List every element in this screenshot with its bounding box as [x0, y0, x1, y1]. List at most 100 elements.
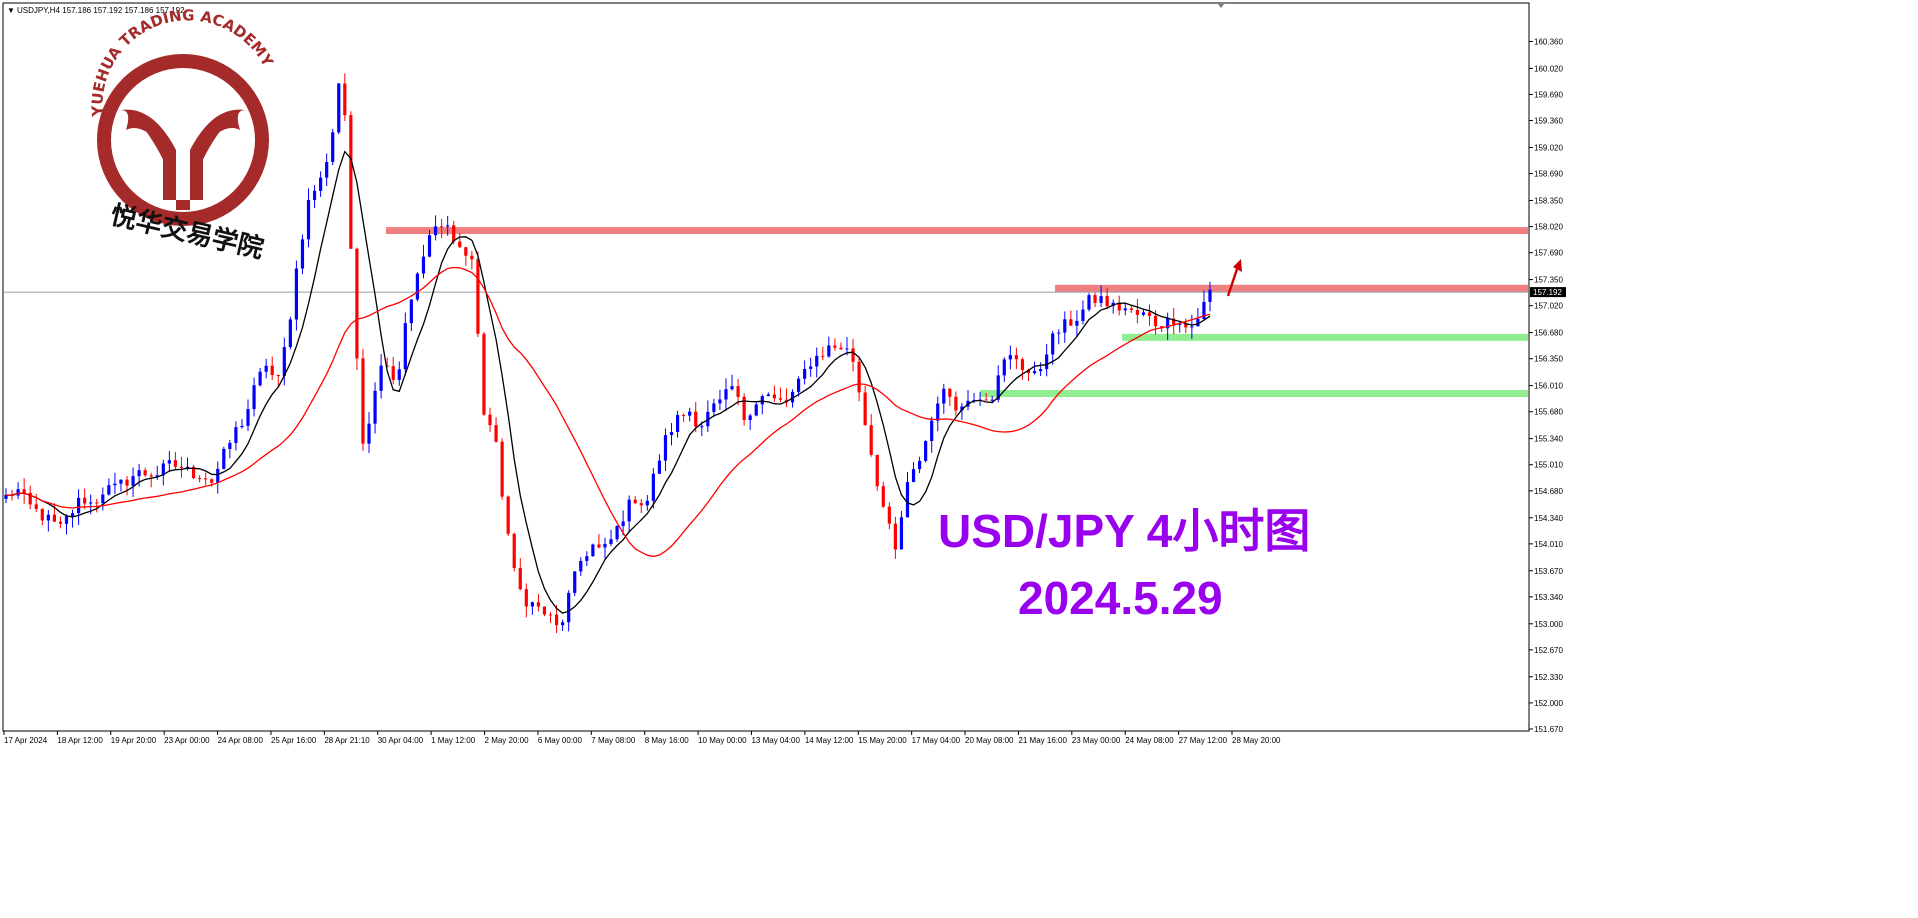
candle — [167, 451, 171, 472]
candle — [40, 508, 44, 526]
y-tick-label: 159.020 — [1534, 143, 1563, 152]
candle — [300, 234, 305, 275]
candle — [639, 498, 643, 514]
candle — [113, 472, 117, 495]
y-tick-label: 160.020 — [1534, 64, 1563, 73]
y-tick-label: 152.330 — [1534, 673, 1563, 682]
candle — [325, 153, 329, 187]
candle — [682, 413, 686, 423]
candle — [276, 374, 280, 388]
y-tick-label: 159.360 — [1534, 117, 1563, 126]
resistance-zone-lower — [1055, 284, 1528, 292]
x-tick-label: 17 Apr 2024 — [4, 736, 48, 745]
candle — [1184, 318, 1188, 334]
candle — [809, 357, 813, 377]
candle — [125, 476, 129, 496]
x-tick-label: 23 Apr 00:00 — [164, 736, 210, 745]
candle — [228, 439, 232, 459]
candle — [319, 171, 323, 197]
candle — [712, 398, 716, 417]
candle — [881, 481, 885, 508]
candle — [1020, 357, 1025, 380]
candle — [760, 394, 764, 415]
candle — [1129, 305, 1133, 314]
candle — [833, 338, 837, 351]
candle — [433, 215, 438, 241]
candle — [337, 82, 341, 135]
chart-title: USD/JPY 4小时图 — [938, 505, 1310, 557]
candle — [688, 407, 692, 422]
resistance-zone-upper — [386, 227, 1528, 235]
x-tick-label: 28 Apr 21:10 — [324, 736, 370, 745]
y-tick-label: 154.680 — [1534, 487, 1563, 496]
candle — [984, 393, 988, 401]
y-tick-label: 158.350 — [1534, 196, 1563, 205]
candle — [851, 338, 855, 372]
y-tick-label: 157.020 — [1534, 302, 1563, 311]
candle — [1045, 343, 1049, 377]
candle — [161, 459, 165, 486]
candle — [1014, 347, 1018, 370]
candle — [179, 456, 184, 478]
x-tick-label: 13 May 04:00 — [751, 736, 800, 745]
candle — [446, 215, 450, 236]
candle — [258, 367, 262, 387]
x-tick-label: 17 May 04:00 — [912, 736, 961, 745]
support-zone-lower — [980, 390, 1528, 398]
time-axis: 17 Apr 2024 18 Apr 12:00 19 Apr 20:00 23 Ap… — [3, 731, 1281, 745]
candle — [954, 391, 958, 416]
y-tick-label: 152.000 — [1534, 699, 1563, 708]
y-tick-label: 156.680 — [1534, 329, 1563, 338]
candle — [996, 365, 1000, 403]
x-tick-label: 28 May 20:00 — [1232, 736, 1281, 745]
candle — [397, 361, 401, 386]
candle — [409, 299, 413, 332]
current-price-label: 157.192 — [1533, 288, 1562, 297]
candle — [427, 229, 432, 258]
candle — [524, 583, 528, 618]
candle — [1208, 281, 1212, 312]
candle — [198, 475, 202, 483]
candle — [470, 250, 474, 270]
x-tick-label: 27 May 12:00 — [1179, 736, 1228, 745]
candle — [28, 485, 32, 510]
chart-shift-marker[interactable] — [1217, 3, 1225, 8]
x-tick-label: 18 Apr 12:00 — [57, 736, 103, 745]
candle — [458, 232, 462, 248]
y-tick-label: 154.010 — [1534, 540, 1563, 549]
candle — [554, 604, 559, 633]
x-tick-label: 24 Apr 08:00 — [218, 736, 264, 745]
candle — [391, 356, 395, 385]
candle — [1057, 329, 1061, 345]
candle — [857, 356, 861, 402]
candle — [948, 387, 952, 407]
candle — [651, 468, 655, 509]
candle — [675, 410, 680, 438]
candle — [361, 348, 365, 451]
chart-date: 2024.5.29 — [1018, 572, 1223, 624]
candle — [64, 514, 69, 535]
y-tick-label: 157.350 — [1534, 276, 1563, 285]
candle — [724, 378, 728, 411]
y-tick-label: 156.010 — [1534, 382, 1563, 391]
candle — [264, 358, 268, 379]
candle — [803, 360, 807, 385]
candle — [143, 467, 147, 477]
candle — [609, 529, 613, 547]
candle — [1069, 310, 1073, 326]
candle — [657, 454, 662, 475]
candle — [149, 472, 153, 488]
candle — [270, 356, 274, 381]
candle — [1172, 307, 1176, 335]
candle — [294, 260, 299, 331]
candle — [530, 601, 534, 615]
moving-averages — [5, 150, 1211, 614]
x-tick-label: 8 May 16:00 — [645, 736, 690, 745]
candle — [52, 503, 57, 523]
candle — [663, 428, 668, 472]
candle — [349, 111, 353, 249]
candle — [942, 383, 946, 414]
candle — [95, 498, 99, 513]
candle — [839, 342, 843, 350]
header-marker[interactable]: ▼ — [7, 6, 15, 15]
